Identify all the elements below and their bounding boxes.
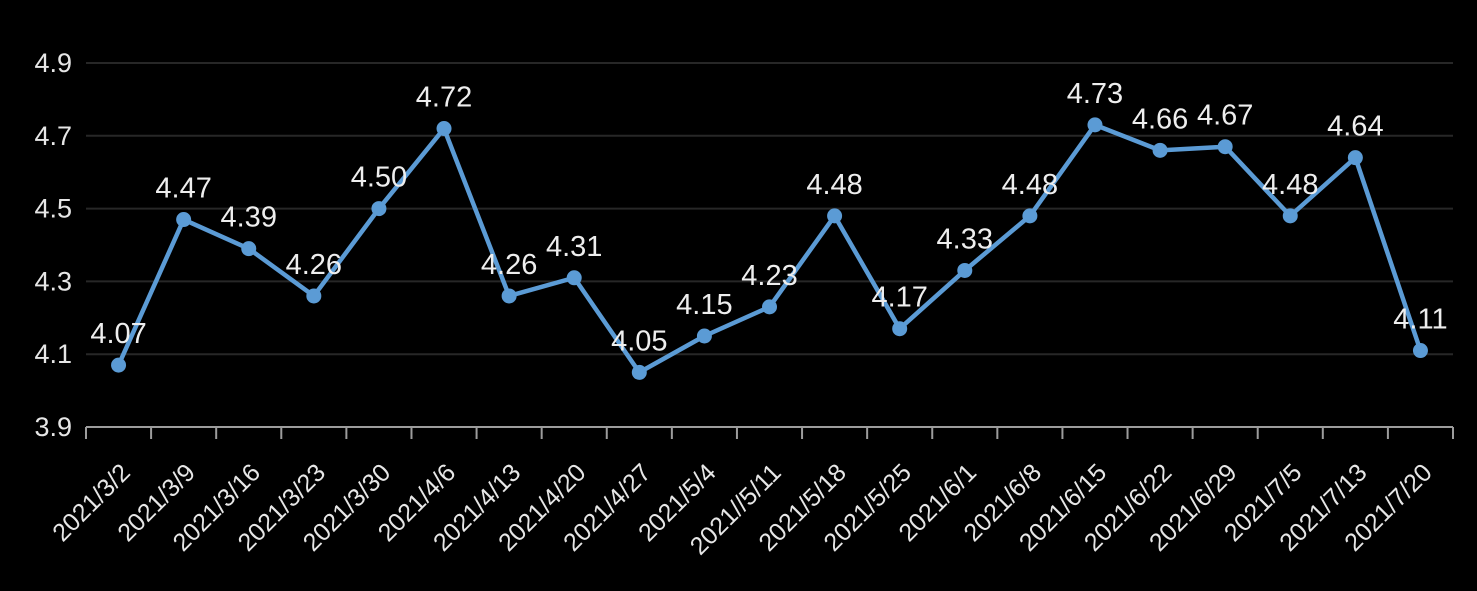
- data-point-marker: [371, 201, 387, 217]
- data-point-marker: [306, 288, 322, 304]
- data-point-marker: [892, 321, 908, 337]
- data-point-marker: [762, 299, 777, 315]
- data-point-label: 4.48: [1002, 169, 1058, 201]
- data-point-marker: [1282, 208, 1298, 224]
- data-point-marker: [696, 328, 712, 344]
- data-point-label: 4.07: [90, 318, 146, 350]
- data-point-label: 4.33: [937, 223, 993, 255]
- data-point-marker: [1412, 343, 1428, 359]
- data-point-label: 4.23: [741, 260, 797, 292]
- y-axis-tick-label: 4.3: [34, 266, 72, 296]
- data-point-label: 4.11: [1393, 304, 1447, 336]
- data-point-label: 4.39: [221, 202, 277, 234]
- y-axis-tick-label: 4.7: [34, 121, 72, 151]
- data-point-label: 4.26: [286, 249, 342, 281]
- data-point-marker: [1152, 142, 1168, 158]
- data-point-marker: [176, 212, 192, 228]
- data-point-label: 4.66: [1132, 103, 1188, 135]
- data-point-marker: [566, 270, 582, 286]
- data-point-label: 4.50: [351, 162, 407, 194]
- data-point-label: 4.67: [1197, 100, 1253, 132]
- data-point-marker: [827, 208, 843, 224]
- data-point-marker: [957, 262, 973, 278]
- data-point-label: 4.64: [1327, 111, 1383, 143]
- data-point-label: 4.48: [1262, 169, 1318, 201]
- y-axis-tick-label: 4.5: [34, 194, 72, 224]
- data-point-label: 4.31: [546, 231, 602, 263]
- data-point-marker: [1022, 208, 1038, 224]
- data-point-marker: [436, 121, 452, 137]
- data-point-marker: [1087, 117, 1103, 133]
- data-point-marker: [631, 364, 647, 380]
- data-point-label: 4.05: [611, 325, 667, 357]
- y-axis-tick-label: 4.1: [34, 339, 72, 369]
- y-axis-tick-label: 3.9: [34, 412, 72, 442]
- data-point-label: 4.73: [1067, 78, 1123, 110]
- data-point-label: 4.72: [416, 82, 472, 114]
- data-point-label: 4.48: [806, 169, 862, 201]
- data-point-marker: [1347, 150, 1363, 166]
- data-point-label: 4.26: [481, 249, 537, 281]
- y-axis-tick-label: 4.9: [34, 48, 72, 78]
- data-point-label: 4.47: [155, 173, 211, 205]
- data-point-label: 4.15: [676, 289, 732, 321]
- data-point-marker: [111, 357, 127, 373]
- data-point-marker: [501, 288, 517, 304]
- data-point-label: 4.17: [871, 282, 927, 314]
- data-point-marker: [241, 241, 257, 257]
- data-point-marker: [1217, 139, 1233, 155]
